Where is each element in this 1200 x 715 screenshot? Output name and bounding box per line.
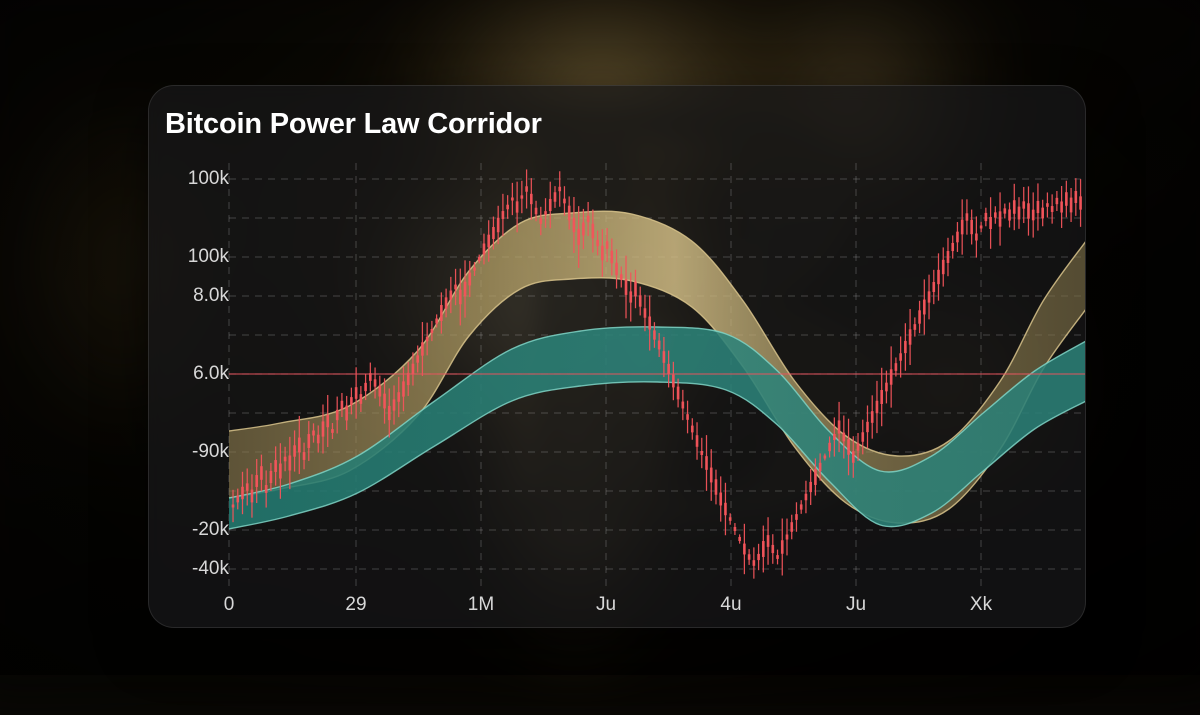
x-axis-tick-label: 4u: [720, 594, 741, 616]
y-axis-tick-label: 6.0k: [148, 363, 229, 385]
y-axis-tick-label: -20k: [148, 519, 229, 541]
x-axis-tick-label: 0: [224, 594, 235, 616]
power-law-corridor-chart: [149, 86, 1086, 628]
y-axis-tick-label: -40k: [148, 558, 229, 580]
x-axis-tick-label: Ju: [846, 594, 866, 616]
x-axis-tick-label: 1M: [468, 594, 494, 616]
x-axis-tick-label: 29: [345, 594, 366, 616]
x-axis-tick-label: Xk: [970, 594, 992, 616]
y-axis-tick-label: -90k: [148, 441, 229, 463]
chart-plot-area[interactable]: 100k 100k 8.0k 6.0k -90k -20k -40k 0 29 1M Ju 4u Ju…: [149, 86, 1086, 628]
y-axis-tick-label: 100k: [148, 168, 229, 190]
y-axis-tick-label: 8.0k: [148, 285, 229, 307]
y-axis-tick-label: 100k: [148, 246, 229, 268]
x-axis-tick-label: Ju: [596, 594, 616, 616]
